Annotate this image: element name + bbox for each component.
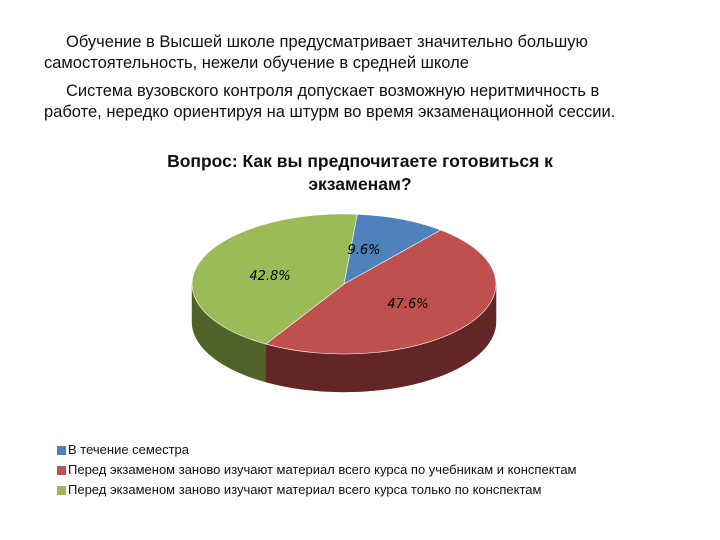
paragraph-2-line-2: работе, нередко ориентируя на штурм во в… xyxy=(44,103,616,121)
paragraph-2: Система вузовского контроля допускает во… xyxy=(44,81,684,123)
pie-label-3: 42.8% xyxy=(249,269,290,284)
legend-label-2: Перед экзаменом заново изучают материал … xyxy=(68,462,577,477)
pie-top-faces xyxy=(191,213,497,355)
paragraph-1-line-1: Обучение в Высшей школе предусматривает … xyxy=(66,33,588,51)
chart-title: Вопрос: Как вы предпочитаете готовиться … xyxy=(120,150,600,196)
legend-item-3: Перед экзаменом заново изучают материал … xyxy=(57,480,577,500)
legend-swatch-3 xyxy=(57,485,66,495)
pie-label-1: 9.6% xyxy=(347,243,380,258)
pie-slice-3 xyxy=(191,213,358,345)
pie-data-labels: 9.6% 47.6% 42.8% xyxy=(249,243,428,312)
pie-label-2: 47.6% xyxy=(387,297,428,312)
legend-swatch-1 xyxy=(57,445,66,455)
legend-label-3: Перед экзаменом заново изучают материал … xyxy=(68,482,542,497)
legend-swatch-2 xyxy=(57,465,66,475)
pie-slice-1 xyxy=(343,213,442,285)
legend-item-2: Перед экзаменом заново изучают материал … xyxy=(57,460,577,480)
legend-label-1: В течение семестра xyxy=(68,442,189,457)
chart-title-line-2: экзаменам? xyxy=(308,174,412,194)
legend-item-1: В течение семестра xyxy=(57,440,577,460)
pie-slice-2 xyxy=(265,229,497,355)
paragraph-1-line-2: самостоятельность, нежели обучение в сре… xyxy=(44,54,469,72)
paragraph-1: Обучение в Высшей школе предусматривает … xyxy=(44,32,684,74)
chart-title-line-1: Вопрос: Как вы предпочитаете готовиться … xyxy=(167,151,553,171)
chart-legend: В течение семестра Перед экзаменом занов… xyxy=(57,440,577,500)
paragraph-2-line-1: Система вузовского контроля допускает во… xyxy=(66,82,600,100)
